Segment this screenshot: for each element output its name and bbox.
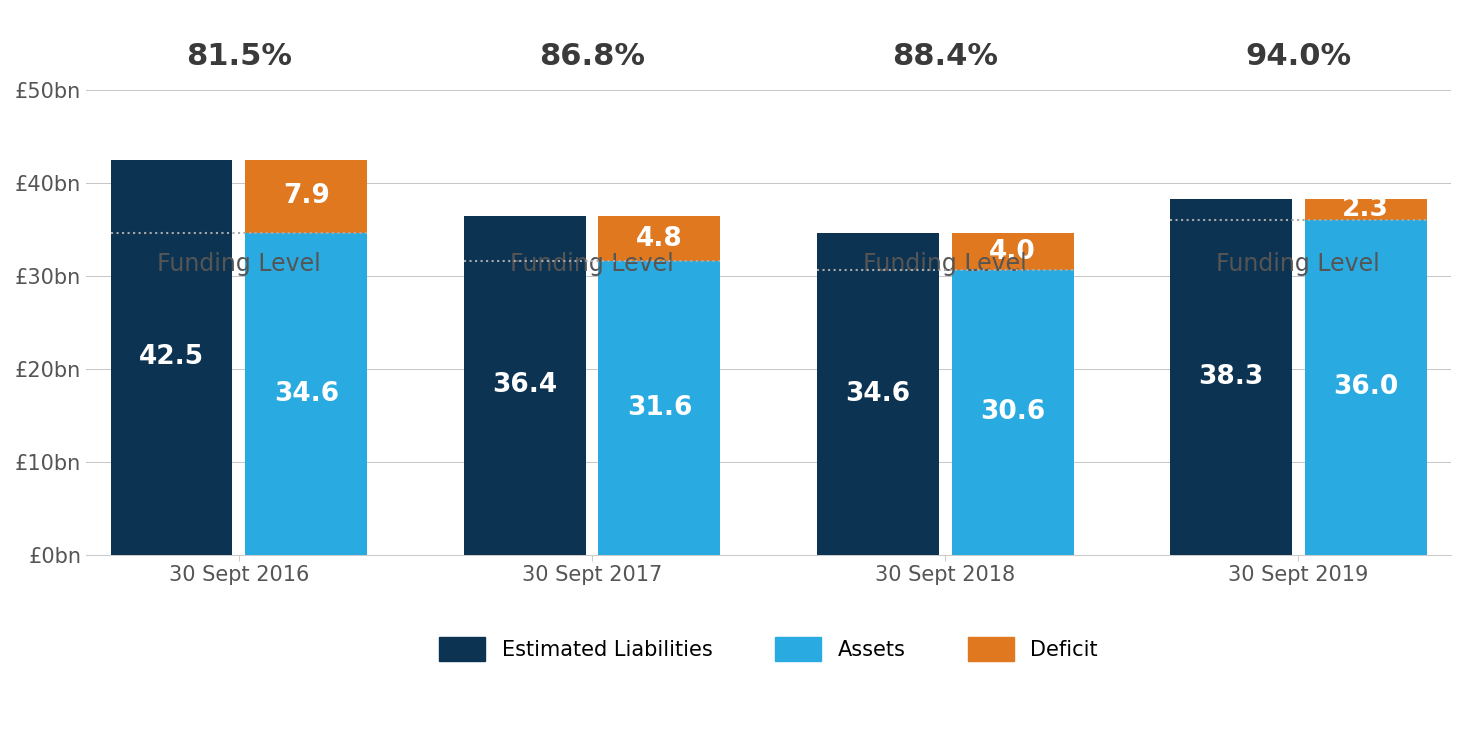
Text: 36.0: 36.0 — [1333, 374, 1399, 400]
Bar — [598, 216, 720, 261]
Bar — [245, 233, 368, 555]
Text: 2.3: 2.3 — [1343, 196, 1390, 222]
Text: 42.5: 42.5 — [139, 344, 204, 370]
Text: 38.3: 38.3 — [1198, 364, 1264, 390]
Text: 30.6: 30.6 — [979, 399, 1045, 425]
Text: 4.8: 4.8 — [636, 226, 683, 251]
Text: Funding Level: Funding Level — [863, 251, 1028, 276]
Bar — [598, 261, 720, 555]
Text: 34.6: 34.6 — [274, 381, 339, 407]
Bar — [110, 159, 233, 555]
Bar — [245, 159, 368, 233]
Text: 81.5%: 81.5% — [186, 42, 292, 71]
Bar — [951, 270, 1073, 555]
Text: Funding Level: Funding Level — [1217, 251, 1380, 276]
Text: 36.4: 36.4 — [493, 372, 557, 399]
Text: Funding Level: Funding Level — [510, 251, 674, 276]
Text: 7.9: 7.9 — [283, 183, 330, 209]
Legend: Estimated Liabilities, Assets, Deficit: Estimated Liabilities, Assets, Deficit — [418, 616, 1119, 682]
Bar — [1305, 199, 1426, 220]
Text: 31.6: 31.6 — [627, 395, 692, 421]
Bar — [817, 233, 938, 555]
Bar — [463, 216, 585, 555]
Bar — [951, 233, 1073, 270]
Text: 86.8%: 86.8% — [539, 42, 645, 71]
Bar — [1170, 199, 1292, 555]
Text: 4.0: 4.0 — [990, 239, 1036, 264]
Text: Funding Level: Funding Level — [157, 251, 321, 276]
Bar — [1305, 220, 1426, 555]
Text: 94.0%: 94.0% — [1245, 42, 1352, 71]
Text: 88.4%: 88.4% — [893, 42, 998, 71]
Text: 34.6: 34.6 — [844, 381, 910, 407]
